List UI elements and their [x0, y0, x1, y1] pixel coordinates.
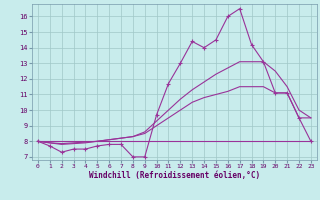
X-axis label: Windchill (Refroidissement éolien,°C): Windchill (Refroidissement éolien,°C) [89, 171, 260, 180]
